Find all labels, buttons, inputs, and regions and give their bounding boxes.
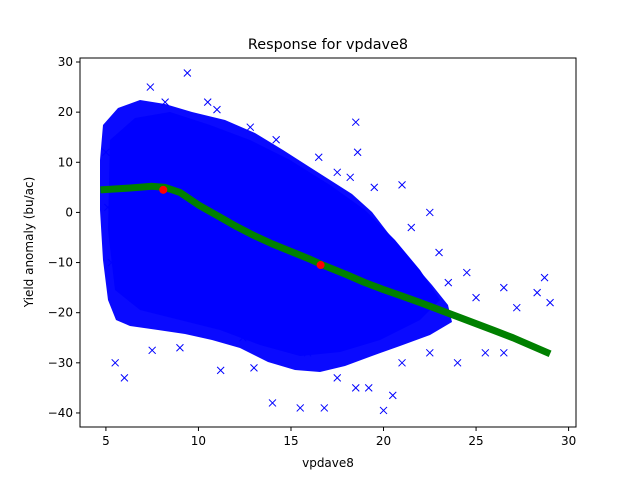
x-tick-label: 10 xyxy=(191,434,206,448)
scatter-point xyxy=(309,228,318,237)
y-tick-label: 20 xyxy=(58,105,73,119)
plot-frame xyxy=(79,57,577,428)
scatter-point xyxy=(239,333,247,342)
scatter-point xyxy=(512,303,521,312)
scatter-point xyxy=(135,168,144,177)
scatter-point xyxy=(453,358,462,367)
scatter-point xyxy=(183,69,192,77)
scatter-point xyxy=(148,346,157,355)
scatter-point xyxy=(533,288,541,297)
highlight-point xyxy=(159,185,168,194)
scatter-point xyxy=(462,268,471,277)
y-tick-label: 30 xyxy=(58,55,73,69)
scatter-point xyxy=(218,203,227,212)
scatter-point xyxy=(283,198,292,207)
y-tick-label: 10 xyxy=(58,155,73,169)
scatter-point xyxy=(146,83,155,91)
scatter-density-cloud xyxy=(100,100,452,372)
scatter-point xyxy=(116,283,125,292)
scatter-point xyxy=(344,333,353,342)
scatter-point xyxy=(472,293,480,302)
scatter-point xyxy=(250,363,258,372)
scatter-point xyxy=(364,384,373,392)
scatter-point xyxy=(333,374,342,382)
scatter-point xyxy=(142,228,151,237)
y-tick-label: −30 xyxy=(48,356,73,370)
scatter-point xyxy=(375,238,384,247)
scatter-point xyxy=(216,366,225,375)
scatter-point xyxy=(161,98,169,106)
scatter-point xyxy=(333,168,342,177)
scatter-point xyxy=(203,98,212,106)
x-tick-label: 15 xyxy=(283,434,298,448)
x-axis: 5 10 15 20 25 30 xyxy=(102,427,576,448)
scatter-point xyxy=(499,283,508,292)
y-tick-label: −40 xyxy=(48,406,73,420)
scatter-point xyxy=(398,358,406,367)
scatter-point xyxy=(398,180,406,189)
scatter-point xyxy=(111,358,120,367)
scatter-point xyxy=(546,298,554,307)
x-tick-label: 25 xyxy=(468,434,483,448)
scatter-point xyxy=(102,148,110,157)
scatter-point xyxy=(124,133,132,142)
x-axis-label: vpdave8 xyxy=(302,456,354,470)
scatter-point xyxy=(198,178,207,187)
y-tick-label: −20 xyxy=(48,306,73,320)
scatter-point xyxy=(227,238,236,247)
y-tick-label: 0 xyxy=(65,205,73,219)
scatter-point xyxy=(263,308,271,317)
scatter-point xyxy=(351,384,360,392)
scatter-point xyxy=(444,278,453,287)
scatter-point xyxy=(351,118,360,127)
scatter-point xyxy=(213,105,221,114)
y-tick-label: −10 xyxy=(48,256,73,270)
scatter-point xyxy=(425,208,434,217)
scatter-point xyxy=(163,138,171,147)
x-tick-label: 30 xyxy=(561,434,576,448)
scatter-point xyxy=(388,391,397,400)
scatter-point xyxy=(499,348,508,357)
scatter-point xyxy=(103,203,112,212)
x-tick-label: 5 xyxy=(102,434,110,448)
highlight-points-series xyxy=(159,185,325,270)
x-tick-label: 20 xyxy=(376,434,391,448)
scatter-point xyxy=(257,183,266,192)
scatter-point xyxy=(314,153,323,162)
scatter-point xyxy=(296,404,305,412)
scatter-point xyxy=(107,258,116,267)
scatter-point xyxy=(120,374,129,382)
scatter-point xyxy=(387,278,395,287)
scatter-point xyxy=(272,135,281,144)
scatter-point xyxy=(346,173,355,182)
scatter-point xyxy=(268,399,277,407)
scatter-point xyxy=(407,223,416,232)
scatter-point xyxy=(201,288,210,297)
scatter-point xyxy=(435,248,443,257)
y-axis-label: Yield anomaly (bu/ac) xyxy=(22,177,36,309)
scatter-point xyxy=(290,268,299,277)
highlight-point xyxy=(316,261,325,270)
scatter-point xyxy=(303,348,312,357)
scatter-point xyxy=(176,343,184,352)
y-axis: −40 −30 −20 −10 0 10 20 30 xyxy=(48,55,80,420)
scatter-point xyxy=(379,406,388,415)
scatter-point xyxy=(170,253,179,262)
scatter-point xyxy=(540,273,549,282)
scatter-point xyxy=(481,348,490,357)
scatter-point xyxy=(353,148,362,157)
scatter-point xyxy=(320,404,329,412)
scatter-point xyxy=(190,308,199,317)
chart-title: Response for vpdave8 xyxy=(248,37,408,53)
scatter-point xyxy=(425,348,434,357)
scatter-point xyxy=(235,158,244,167)
scatter-point xyxy=(370,183,379,192)
scatter-point xyxy=(246,123,255,132)
scatter-point xyxy=(324,308,332,317)
